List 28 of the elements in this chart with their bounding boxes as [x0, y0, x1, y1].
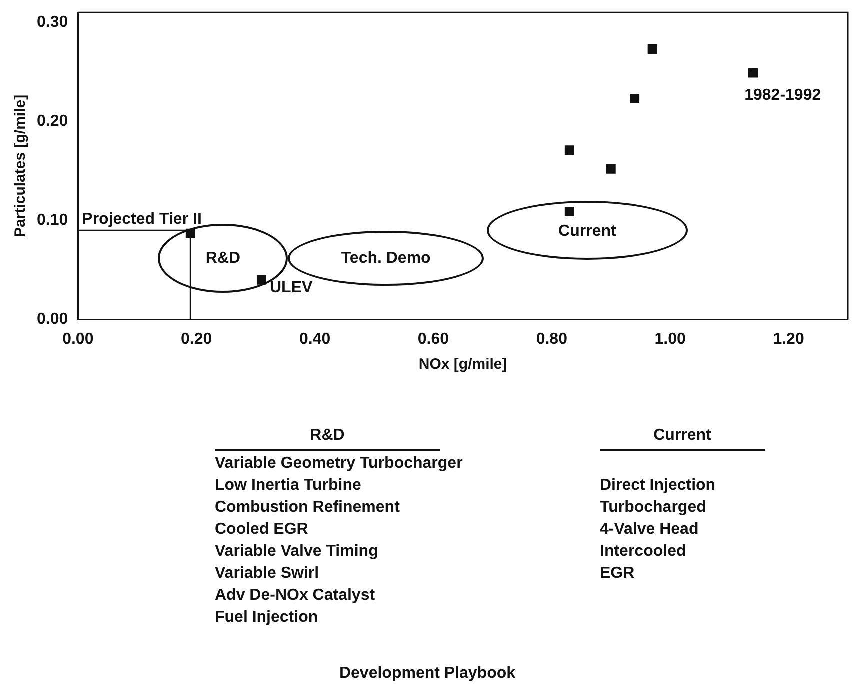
- ref-line-label: Projected Tier II: [82, 211, 202, 228]
- x-tick-label: 0.40: [299, 330, 331, 348]
- text: Development Playbook: [338, 665, 517, 683]
- annotation: Current: [558, 223, 617, 240]
- text: Current Direct Injection Turbocharged 4-Valve Head Intercooled EGR: [600, 427, 716, 582]
- y-axis-title: Particulates [g/mile]: [12, 94, 30, 238]
- y-tick-label: 0.30: [37, 14, 68, 31]
- point: [648, 44, 658, 54]
- point: [748, 68, 758, 78]
- point: [564, 146, 574, 156]
- x-tick-label: 0.20: [181, 330, 212, 348]
- annotation: R&D: [206, 250, 241, 267]
- point: [630, 94, 640, 104]
- x-tick-label: 1.00: [654, 330, 686, 348]
- point: [606, 164, 616, 174]
- y-tick-label: 0.00: [37, 311, 68, 328]
- y-tick-label: 0.10: [37, 212, 68, 230]
- x-tick-label: 0.60: [418, 330, 450, 348]
- x-tick-label: 1.20: [773, 330, 804, 348]
- annotation: Tech. Demo: [341, 250, 432, 267]
- x-tick-label: 0.00: [62, 330, 94, 348]
- annotation: ULEV: [270, 279, 313, 296]
- x-tick-label: 0.80: [536, 330, 568, 348]
- annotation: 1982-1992: [744, 87, 822, 104]
- point: [564, 207, 574, 217]
- text: R&D Variable Geometry Turbocharger Low Inertia Turbine Combustion Refinement Cooled EGR Variable Valve Timing Variable Swirl Adv De-NOx Catalyst Fuel Injection: [215, 427, 463, 626]
- y-tick-label: 0.20: [37, 113, 68, 130]
- x-axis-title: NOx [g/mile]: [418, 356, 508, 374]
